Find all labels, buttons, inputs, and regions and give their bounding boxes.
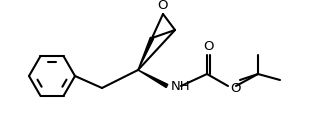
Text: NH: NH: [171, 80, 191, 93]
Text: O: O: [203, 40, 214, 53]
Polygon shape: [138, 37, 154, 70]
Text: O: O: [230, 81, 241, 94]
Polygon shape: [138, 70, 168, 88]
Text: O: O: [158, 0, 168, 12]
